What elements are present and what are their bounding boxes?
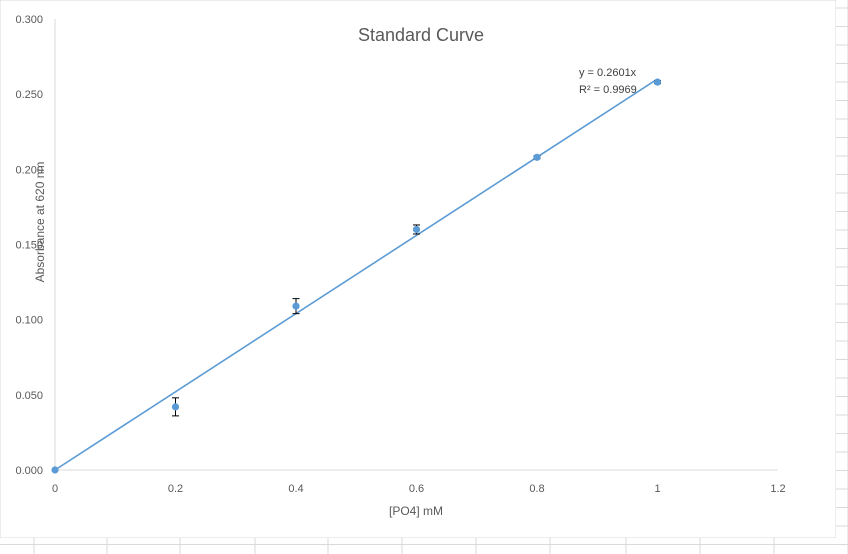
y-tick-label: 0.100 — [15, 315, 43, 327]
y-tick-label: 0.200 — [15, 164, 43, 176]
data-point — [292, 302, 300, 310]
y-axis-title: Absorbance at 620 nm — [33, 162, 47, 283]
y-tick-label: 0.150 — [15, 240, 43, 252]
x-tick-label: 0.8 — [529, 483, 544, 495]
trendline-group — [54, 78, 658, 471]
y-tick-label: 0.000 — [15, 465, 43, 477]
x-axis-title: [PO4] mM — [389, 504, 443, 518]
chart-title: Standard Curve — [358, 25, 484, 45]
x-tick-label: 1 — [654, 483, 660, 495]
trendline-r-squared: R² = 0.9969 — [579, 84, 637, 96]
data-point — [653, 78, 662, 86]
data-point — [533, 153, 541, 161]
axes — [54, 19, 778, 471]
data-point — [412, 225, 421, 234]
standard-curve-chart: Standard Curve [PO4] mM Absorbance at 62… — [0, 0, 836, 538]
y-tick-label: 0.250 — [15, 89, 43, 101]
y-tick-label: 0.300 — [15, 14, 43, 26]
x-tick-label: 0 — [52, 483, 58, 495]
y-axis-tick-labels: 0.000 0.050 0.100 0.150 0.200 0.250 0.300 — [15, 14, 43, 477]
x-tick-label: 1.2 — [770, 483, 785, 495]
y-tick-label: 0.050 — [15, 390, 43, 402]
trendline-equation: y = 0.2601x — [579, 67, 637, 79]
trendline — [54, 78, 658, 471]
data-point — [51, 466, 59, 474]
data-point — [171, 403, 180, 411]
chart-border — [0, 0, 836, 538]
x-axis-tick-labels: 0 0.2 0.4 0.6 0.8 1 1.2 — [52, 483, 786, 495]
x-tick-label: 0.6 — [409, 483, 424, 495]
data-points — [51, 78, 662, 474]
x-tick-label: 0.4 — [288, 483, 303, 495]
chart-area[interactable]: Standard Curve [PO4] mM Absorbance at 62… — [0, 0, 836, 538]
x-tick-label: 0.2 — [168, 483, 183, 495]
